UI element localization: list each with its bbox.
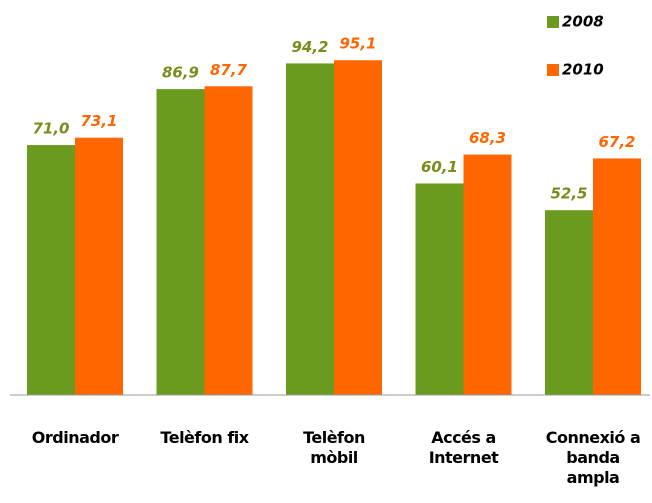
- data-label: 71,0: [32, 120, 69, 138]
- bar: [286, 63, 334, 395]
- bar: [204, 86, 253, 396]
- x-tick-label: Connexió a banda ampla: [545, 428, 641, 487]
- data-label: 67,2: [598, 133, 635, 151]
- x-tick-label: Telèfon mòbil: [303, 428, 365, 467]
- x-tick-label: Accés a Internet: [428, 428, 499, 467]
- data-label: 86,9: [162, 64, 199, 82]
- bar: [75, 137, 123, 396]
- data-label: 60,1: [421, 158, 458, 176]
- bar: [545, 210, 593, 395]
- bar: [334, 60, 382, 396]
- legend-swatch: [547, 16, 559, 28]
- legend-label: 2008: [562, 13, 604, 31]
- bar: [593, 158, 641, 395]
- bar: [415, 183, 464, 395]
- legend-label: 2010: [562, 61, 604, 79]
- bar: [156, 89, 205, 395]
- x-tick-label: Ordinador: [31, 428, 119, 447]
- data-label: 73,1: [80, 112, 117, 130]
- x-tick-label: Telèfon fix: [160, 428, 249, 447]
- data-label: 95,1: [339, 35, 376, 53]
- bar: [463, 154, 512, 395]
- data-label: 52,5: [550, 185, 587, 203]
- data-label: 68,3: [469, 129, 506, 147]
- legend-swatch: [547, 64, 559, 76]
- bar: [27, 145, 75, 395]
- data-label: 87,7: [210, 61, 248, 79]
- data-label: 94,2: [291, 38, 328, 56]
